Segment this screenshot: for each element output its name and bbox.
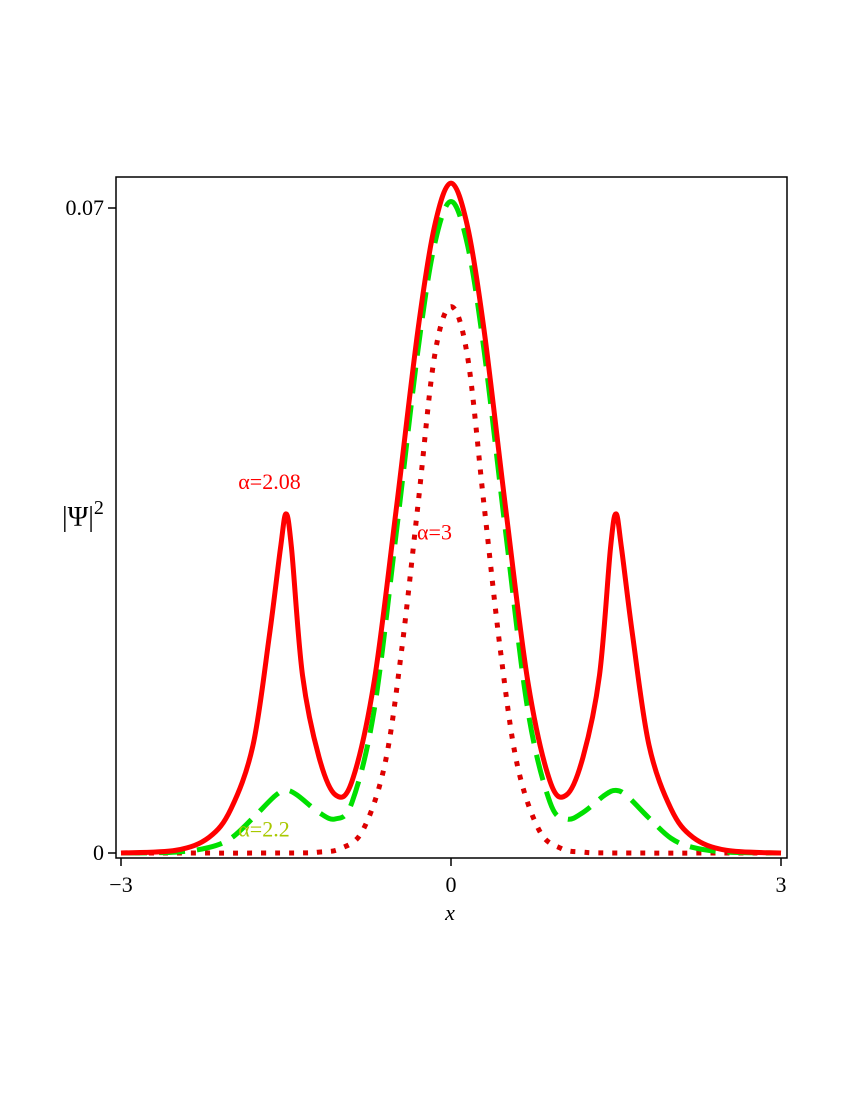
annot-alpha-3: α=3 <box>417 520 452 545</box>
series-line-alpha-2.08 <box>120 180 782 856</box>
annot-alpha-2.08: α=2.08 <box>238 469 300 494</box>
x-tick-label: −3 <box>109 872 132 897</box>
x-axis-label: x <box>444 900 455 925</box>
series-line-alpha-3 <box>120 304 782 856</box>
y-tick-label: 0 <box>93 840 104 865</box>
y-axis-label-superscript: 2 <box>94 497 104 519</box>
annotation-layer: α=2.08 α=3 α=2.2 <box>238 469 452 841</box>
axis-layer: −3 0 300.07 <box>66 195 787 897</box>
series-line-alpha-2.2 <box>120 199 782 856</box>
y-axis-label-base: |Ψ| <box>62 502 94 533</box>
y-tick-label: 0.07 <box>66 195 105 220</box>
x-tick-label: 0 <box>446 872 457 897</box>
annot-alpha-2.2: α=2.2 <box>238 816 289 841</box>
x-tick-label: 3 <box>776 872 787 897</box>
series-layer <box>120 180 782 856</box>
plot-frame <box>115 176 788 859</box>
y-axis-label: |Ψ|2 <box>62 497 104 533</box>
